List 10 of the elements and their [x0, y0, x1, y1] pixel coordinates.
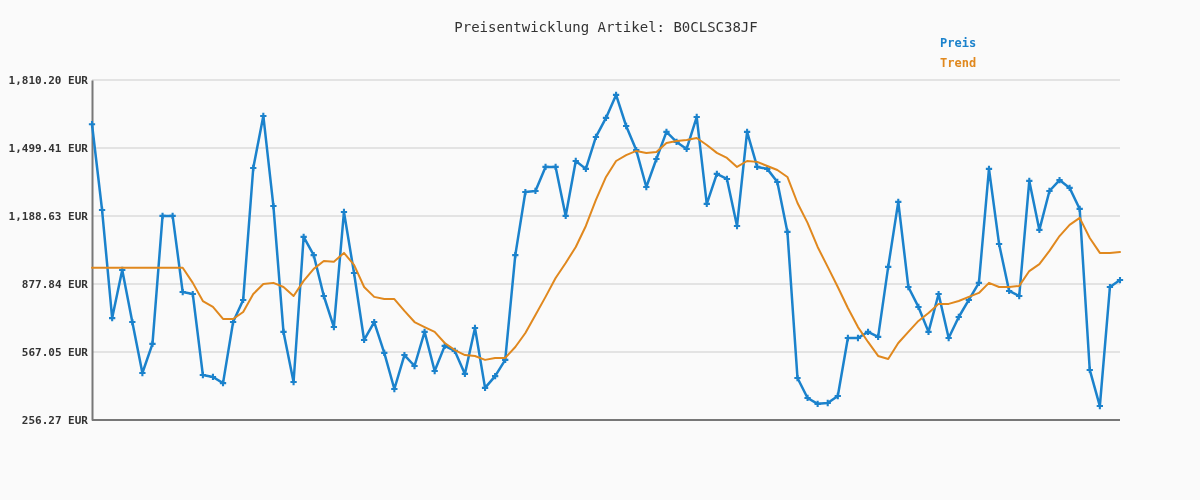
text: Preis: [940, 36, 977, 50]
y-tick-label: 567.05 EUR: [21, 346, 89, 360]
y-tick-label: 256.27 EUR: [21, 414, 89, 428]
y-tick-label: 1,810.20 EUR: [8, 74, 89, 88]
y-tick-label: 1,499.41 EUR: [8, 142, 89, 156]
y-tick-label: 877.84 EUR: [21, 278, 89, 292]
chart-title: Preisentwicklung Artikel: B0CLSC38JF: [454, 19, 758, 35]
text: Trend: [940, 56, 977, 70]
line-series: [91, 137, 1121, 361]
y-tick-label: 1,188.63 EUR: [8, 210, 89, 224]
